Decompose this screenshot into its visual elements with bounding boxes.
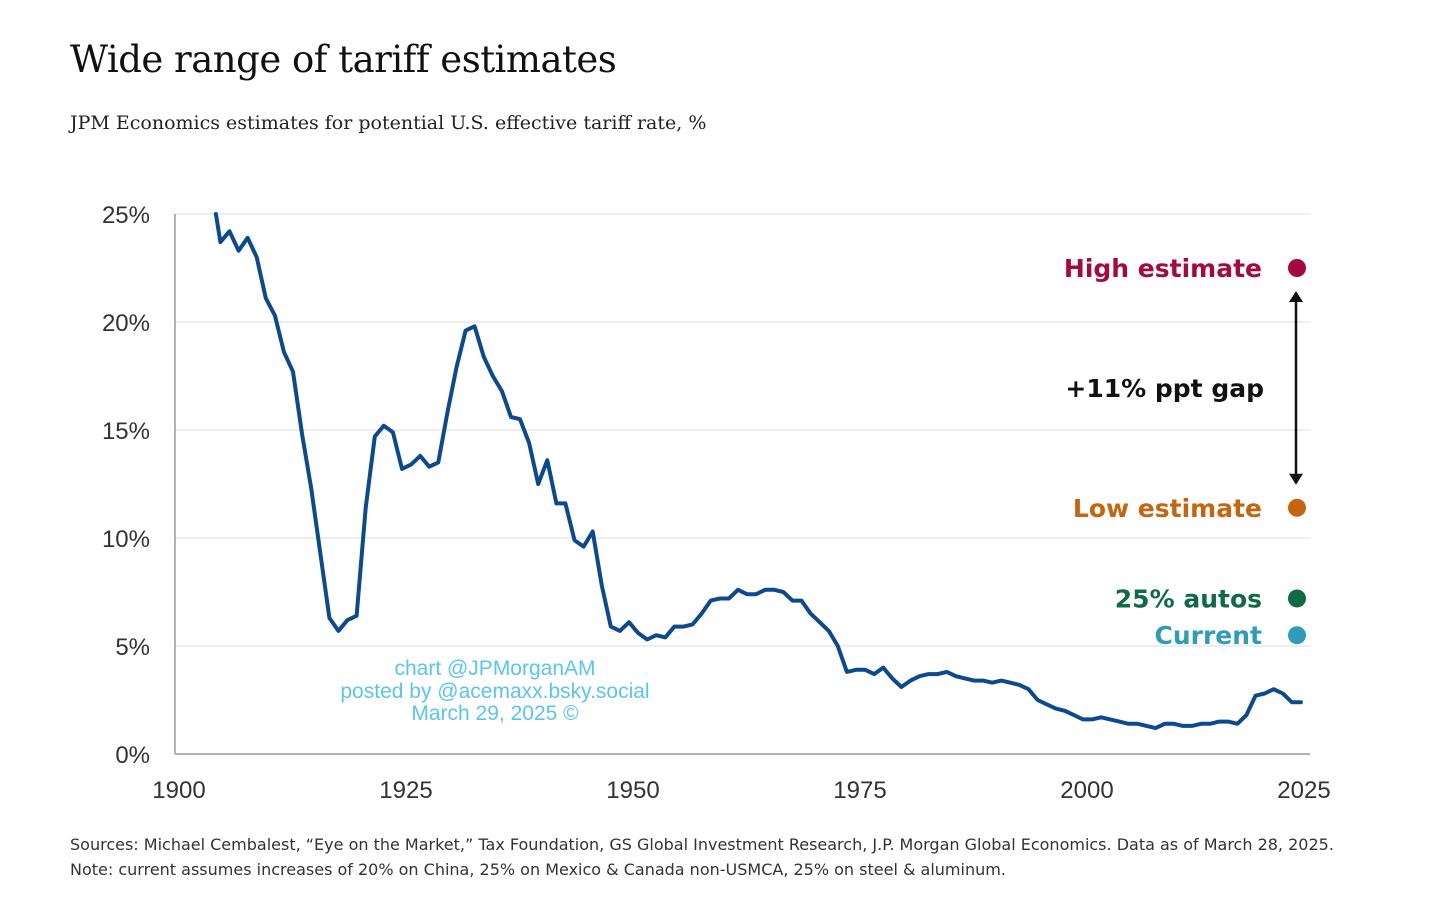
estimate-markers: High estimate Low estimate 25% autos Curren…: [1064, 254, 1306, 650]
y-tick-label: 25%: [102, 202, 150, 229]
x-tick-label: 2000: [1060, 777, 1113, 804]
watermark-line: posted by @acemaxx.bsky.social: [340, 680, 649, 703]
watermark-line: March 29, 2025 ©: [411, 702, 579, 725]
y-tick-label: 0%: [115, 742, 150, 769]
gap-arrow-head-down: [1289, 473, 1303, 485]
sources-note: Sources: Michael Cembalest, “Eye on the …: [70, 835, 1334, 854]
x-tick-label: 1900: [152, 777, 205, 804]
assumption-note: Note: current assumes increases of 20% o…: [70, 860, 1006, 879]
marker-dot-current: [1288, 626, 1306, 645]
x-tick-labels: 1900 1925 1950 1975 2000 2025: [152, 777, 1330, 804]
chart-footer: Sources: Michael Cembalest, “Eye on the …: [70, 832, 1334, 882]
chart-subtitle: JPM Economics estimates for potential U.…: [70, 112, 707, 134]
marker-dot-low: [1288, 498, 1306, 517]
x-tick-label: 1925: [379, 777, 432, 804]
y-tick-label: 15%: [102, 418, 150, 445]
x-tick-label: 2025: [1277, 777, 1330, 804]
y-tick-label: 5%: [115, 634, 150, 661]
marker-dot-high: [1288, 259, 1306, 277]
gap-arrow-head-up: [1289, 291, 1303, 302]
marker-label-autos: 25% autos: [1115, 584, 1262, 613]
line-chart: 0% 5% 10% 15% 20% 25% 1900 1925 1950 1975 2000 202…: [102, 202, 1331, 804]
y-tick-labels: 0% 5% 10% 15% 20% 25%: [102, 202, 150, 769]
series-line-effective-tariff-rate: [213, 212, 1303, 731]
gap-annotation: +11% ppt gap: [1065, 291, 1303, 485]
axes: [174, 214, 1310, 755]
marker-label-current: Current: [1154, 621, 1262, 650]
watermark-line: chart @JPMorganAM: [394, 657, 595, 680]
y-tick-label: 10%: [102, 526, 150, 553]
marker-dot-autos: [1288, 589, 1306, 608]
y-tick-label: 20%: [102, 310, 150, 337]
gap-label: +11% ppt gap: [1065, 374, 1264, 403]
marker-label-high: High estimate: [1064, 254, 1262, 283]
x-tick-label: 1975: [833, 777, 886, 804]
chart-title: Wide range of tariff estimates: [70, 38, 617, 81]
marker-label-low: Low estimate: [1073, 494, 1262, 523]
x-tick-label: 1950: [606, 777, 659, 804]
